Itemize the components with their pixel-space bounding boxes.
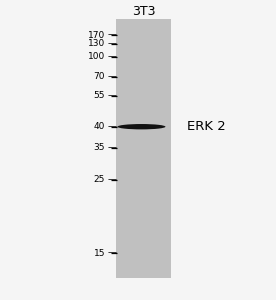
Ellipse shape	[117, 124, 165, 129]
Text: 130: 130	[88, 40, 105, 49]
Text: —: —	[108, 72, 117, 81]
Text: ERK 2: ERK 2	[187, 120, 226, 133]
Text: —: —	[108, 40, 117, 49]
Text: 35: 35	[94, 143, 105, 152]
Text: —: —	[108, 122, 117, 131]
Text: —: —	[108, 143, 117, 152]
Text: 25: 25	[94, 176, 105, 184]
Text: —: —	[108, 176, 117, 184]
Text: —: —	[108, 52, 117, 61]
Text: 3T3: 3T3	[132, 4, 155, 18]
Text: 100: 100	[88, 52, 105, 61]
Text: 70: 70	[94, 72, 105, 81]
Text: 15: 15	[94, 248, 105, 257]
Text: 55: 55	[94, 91, 105, 100]
Bar	[116, 19, 171, 278]
Text: 170: 170	[88, 31, 105, 40]
Text: 40: 40	[94, 122, 105, 131]
Text: —: —	[108, 248, 117, 257]
Text: —: —	[108, 31, 117, 40]
Text: —: —	[108, 91, 117, 100]
